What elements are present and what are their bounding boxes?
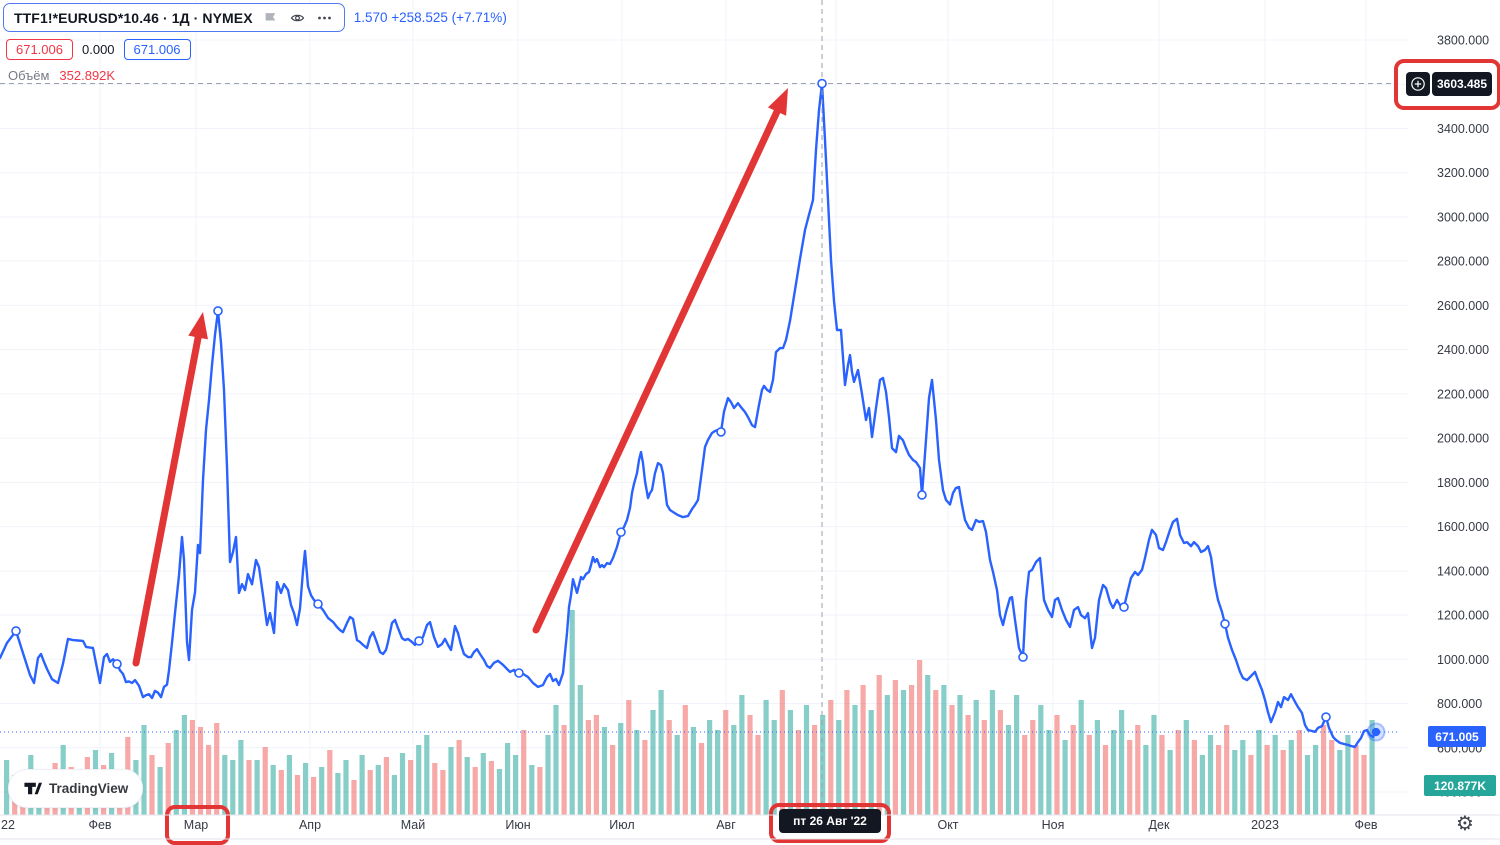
more-dots-icon[interactable] bbox=[316, 9, 334, 27]
crosshair-price-tag: 3603.485 bbox=[1432, 72, 1492, 96]
volume-value: 352.892K bbox=[59, 68, 116, 83]
svg-text:1200.000: 1200.000 bbox=[1437, 609, 1489, 623]
last-value: 671.006 bbox=[123, 39, 191, 60]
eye-icon[interactable] bbox=[289, 9, 307, 27]
svg-text:2000.000: 2000.000 bbox=[1437, 432, 1489, 446]
svg-text:3200.000: 3200.000 bbox=[1437, 166, 1489, 180]
volume-row: Объём 352.892K bbox=[8, 68, 507, 83]
svg-text:2400.000: 2400.000 bbox=[1437, 343, 1489, 357]
svg-text:2800.000: 2800.000 bbox=[1437, 255, 1489, 269]
svg-text:Июл: Июл bbox=[609, 818, 634, 832]
timezone-settings-gear-icon[interactable]: ⚙ bbox=[1456, 811, 1474, 835]
svg-text:2600.000: 2600.000 bbox=[1437, 299, 1489, 313]
svg-text:1400.000: 1400.000 bbox=[1437, 564, 1489, 578]
svg-text:Окт: Окт bbox=[937, 818, 958, 832]
svg-text:Фев: Фев bbox=[1354, 818, 1377, 832]
tradingview-logo-icon bbox=[24, 782, 42, 795]
time-axis[interactable]: 22 Фев Мар Апр Май Июн Июл Авг Окт Ноя Дек 2023 Фев bbox=[1, 818, 1378, 832]
chart-legend: TTF1!*EURUSD*10.46 · 1Д · NYMEX 1.570 +2… bbox=[3, 3, 507, 83]
last-point-dot bbox=[1371, 727, 1381, 737]
annotation-box bbox=[165, 805, 230, 845]
svg-text:Апр: Апр bbox=[299, 818, 321, 832]
svg-text:Ноя: Ноя bbox=[1042, 818, 1065, 832]
tradingview-logo-text: TradingView bbox=[49, 781, 129, 796]
svg-text:1600.000: 1600.000 bbox=[1437, 520, 1489, 534]
tradingview-logo[interactable]: TradingView bbox=[8, 769, 144, 808]
add-alert-plus-button[interactable] bbox=[1406, 72, 1430, 96]
crosshair-date-badge: пт 26 Авг '22 bbox=[779, 809, 881, 833]
svg-text:2023: 2023 bbox=[1251, 818, 1279, 832]
volume-bars bbox=[4, 610, 1375, 815]
annotation-box bbox=[1394, 59, 1500, 110]
svg-text:Фев: Фев bbox=[88, 818, 111, 832]
volume-label: Объём bbox=[8, 68, 50, 83]
crosshair bbox=[0, 0, 1396, 815]
last-price-tag: 671.005 bbox=[1428, 726, 1486, 747]
annotation-box bbox=[769, 803, 891, 843]
svg-text:3800.000: 3800.000 bbox=[1437, 34, 1489, 48]
symbol-title: TTF1!*EURUSD*10.46 · 1Д · NYMEX bbox=[14, 9, 253, 26]
svg-text:22: 22 bbox=[1, 818, 15, 832]
symbol-pill[interactable]: TTF1!*EURUSD*10.46 · 1Д · NYMEX bbox=[3, 3, 345, 32]
svg-text:Мар: Мар bbox=[184, 818, 209, 832]
price-axis[interactable]: 3800.000 3400.000 3200.000 3000.000 2800.000… bbox=[1437, 34, 1489, 800]
price-change-text: 1.570 +258.525 (+7.71%) bbox=[353, 10, 507, 25]
svg-text:2200.000: 2200.000 bbox=[1437, 387, 1489, 401]
diff-value: 0.000 bbox=[82, 42, 115, 57]
gridlines bbox=[0, 0, 1408, 815]
svg-text:Май: Май bbox=[401, 818, 426, 832]
svg-text:Июн: Июн bbox=[505, 818, 530, 832]
svg-text:1800.000: 1800.000 bbox=[1437, 476, 1489, 490]
svg-text:3000.000: 3000.000 bbox=[1437, 210, 1489, 224]
svg-text:Дек: Дек bbox=[1149, 818, 1170, 832]
svg-text:3400.000: 3400.000 bbox=[1437, 122, 1489, 136]
prev-close-value: 671.006 bbox=[6, 39, 73, 60]
point-markers bbox=[11, 78, 1331, 722]
last-volume-tag: 120.877K bbox=[1424, 775, 1496, 796]
annotation-arrows bbox=[132, 88, 788, 667]
symbol-row: TTF1!*EURUSD*10.46 · 1Д · NYMEX 1.570 +2… bbox=[3, 3, 507, 32]
svg-text:Авг: Авг bbox=[716, 818, 736, 832]
flag-icon[interactable] bbox=[262, 9, 280, 27]
svg-text:1000.000: 1000.000 bbox=[1437, 653, 1489, 667]
values-row: 671.006 0.000 671.006 bbox=[6, 39, 507, 60]
svg-text:800.000: 800.000 bbox=[1437, 697, 1482, 711]
price-line bbox=[0, 82, 1378, 749]
